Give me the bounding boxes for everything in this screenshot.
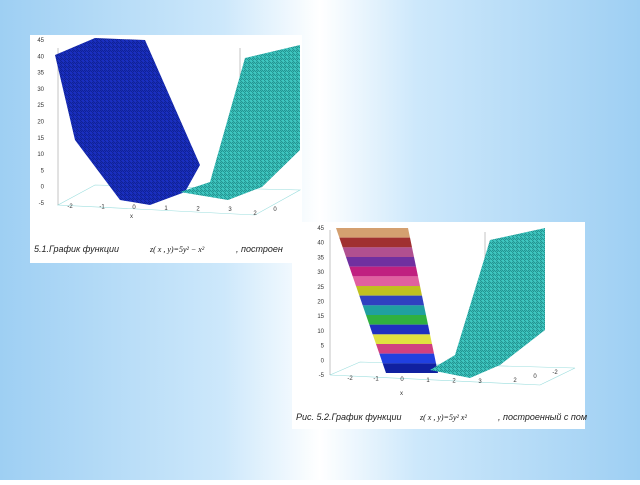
x-tick-label: 3 — [228, 207, 232, 213]
x-tick-label: 3 — [478, 379, 482, 385]
figure-1: 5.1.График функции z( x , y)=5y² − x² , … — [30, 35, 302, 263]
z-tick-label: 10 — [317, 329, 324, 335]
surface-cyan — [180, 45, 300, 200]
x-tick-label: 1 — [426, 378, 430, 384]
z-tick-label: 15 — [37, 136, 44, 142]
y-tick-label: -2 — [552, 370, 558, 376]
surface-cyan — [430, 228, 545, 378]
x-tick-label: -1 — [99, 205, 105, 211]
surface-colored — [336, 228, 438, 373]
formula: z( x , y)=5y² x² — [419, 413, 467, 422]
z-tick-label: 20 — [317, 300, 324, 306]
x-tick-label: 2 — [196, 206, 200, 212]
figure-2: Рис. 5.2.График функции z( x , y)=5y² x²… — [292, 222, 587, 429]
x-tick-label: 1 — [164, 206, 168, 212]
surface-band — [379, 353, 436, 364]
z-tick-label: 35 — [317, 255, 324, 261]
surface-band — [336, 228, 410, 238]
surface-band — [376, 344, 434, 354]
z-tick-label: 10 — [37, 152, 44, 158]
floor — [329, 361, 576, 386]
surface-band — [342, 247, 414, 257]
z-tick-label: 45 — [317, 226, 324, 232]
z-tick-label: -5 — [39, 201, 45, 207]
floor — [56, 184, 302, 216]
caption: 5.1.График функции — [34, 244, 119, 254]
x-tick-label: -2 — [347, 376, 353, 382]
surface-band — [359, 295, 424, 306]
surface-band — [352, 276, 420, 286]
x-tick-label: -2 — [67, 204, 73, 210]
x-tick-label: 0 — [132, 205, 136, 211]
formula: z( x , y)=5y² − x² — [149, 245, 205, 254]
z-tick-label: 5 — [321, 344, 325, 350]
z-tick-label: 5 — [41, 168, 45, 174]
z-tick-label: 35 — [37, 71, 44, 77]
z-tick-label: 0 — [41, 185, 45, 191]
surface-band — [339, 237, 412, 248]
y-tick-label: 2 — [513, 378, 517, 384]
x-tick-label: 2 — [452, 378, 456, 384]
caption-end: , построенный с пом — [498, 412, 587, 422]
surface-blue — [55, 38, 200, 205]
y-tick-label: 2 — [253, 211, 257, 217]
y-tick-label: 0 — [533, 374, 537, 380]
surface-band — [372, 334, 432, 344]
surface-band — [369, 324, 430, 335]
z-tick-label: 40 — [317, 241, 324, 247]
x-axis-label: x — [130, 214, 133, 220]
z-tick-label: 40 — [37, 54, 44, 60]
caption: Рис. 5.2.График функции — [296, 412, 402, 422]
z-tick-label: -5 — [319, 373, 325, 379]
z-tick-label: 30 — [37, 87, 44, 93]
surface-band — [346, 257, 416, 267]
x-tick-label: -1 — [373, 377, 379, 383]
surface-band — [366, 315, 428, 325]
z-tick-label: 45 — [37, 38, 44, 44]
z-tick-label: 25 — [37, 103, 44, 109]
surface-band — [382, 363, 438, 373]
z-tick-label: 0 — [321, 358, 325, 364]
caption-end: , построен — [236, 244, 283, 254]
surface-band — [349, 266, 418, 277]
x-tick-label: 0 — [400, 377, 404, 383]
y-tick-label: 0 — [273, 207, 277, 213]
x-axis-label: x — [400, 391, 403, 397]
surface-band — [356, 286, 422, 296]
z-tick-label: 25 — [317, 285, 324, 291]
z-tick-label: 20 — [37, 120, 44, 126]
z-tick-label: 15 — [317, 314, 324, 320]
z-tick-label: 30 — [317, 270, 324, 276]
surface-band — [362, 305, 426, 315]
